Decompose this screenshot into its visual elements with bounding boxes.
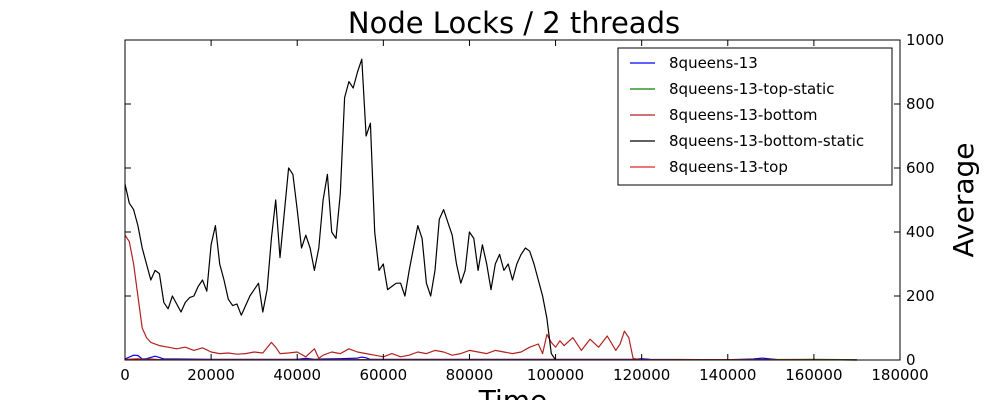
- legend: 8queens-13 8queens-13-top-static 8queens-1…: [617, 47, 893, 186]
- legend-label-0: 8queens-13: [669, 54, 758, 72]
- y-tick-label: 600: [906, 159, 935, 177]
- legend-label-4: 8queens-13-top: [669, 158, 788, 176]
- y-axis-title: Average: [947, 143, 980, 258]
- series-line-3: [124, 58, 557, 361]
- x-tick-label: 100000: [527, 366, 584, 384]
- x-axis: 0 20000 40000 60000 80000 100000 120000 140000 1…: [120, 40, 929, 384]
- legend-box: [617, 47, 893, 186]
- y-axis: 0 200 400 600 800 1000: [125, 31, 944, 369]
- x-axis-title: Time: [478, 384, 548, 400]
- chart-title: Node Locks / 2 threads: [348, 6, 680, 40]
- y-tick-label: 1000: [906, 31, 944, 49]
- x-tick-label: 40000: [273, 366, 321, 384]
- x-tick-label: 120000: [613, 366, 670, 384]
- x-tick-label: 140000: [699, 366, 756, 384]
- legend-label-3: 8queens-13-bottom-static: [669, 132, 864, 150]
- x-tick-label: 0: [120, 366, 130, 384]
- plot-frame: [124, 39, 901, 361]
- x-tick-label: 180000: [871, 366, 928, 384]
- y-tick-label: 800: [906, 95, 935, 113]
- x-tick-label: 80000: [446, 366, 494, 384]
- x-tick-label: 20000: [187, 366, 235, 384]
- x-tick-label: 160000: [785, 366, 842, 384]
- y-tick-label: 200: [906, 287, 935, 305]
- y-tick-label: 400: [906, 223, 935, 241]
- legend-label-1: 8queens-13-top-static: [669, 80, 834, 98]
- x-tick-label: 60000: [359, 366, 407, 384]
- y-tick-label: 0: [906, 351, 916, 369]
- legend-label-2: 8queens-13-bottom: [669, 106, 818, 124]
